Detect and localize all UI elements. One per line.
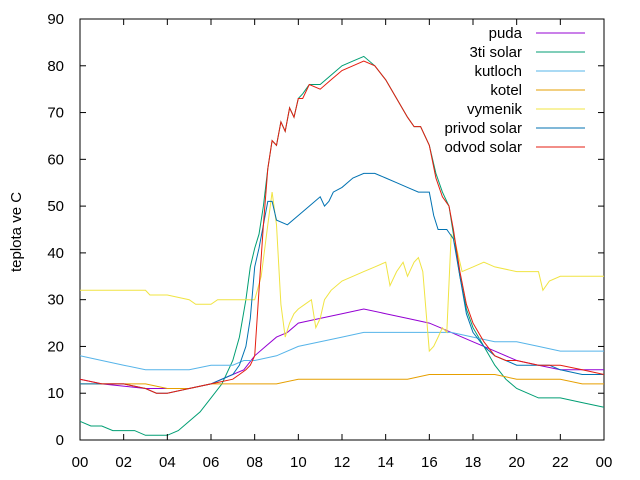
x-tick-label: 22 — [552, 454, 569, 471]
x-tick-label: 00 — [596, 454, 613, 471]
y-tick-label: 20 — [47, 338, 64, 355]
series-line-kutloch — [79, 331, 604, 371]
y-tick-label: 0 — [56, 432, 64, 449]
y-tick-label: 60 — [47, 151, 64, 168]
legend-label: privod solar — [444, 120, 522, 137]
legend-label: kotel — [490, 82, 522, 99]
series-line-vymenik — [80, 192, 604, 353]
series-line-puda — [79, 308, 604, 389]
y-tick-label: 30 — [47, 292, 64, 309]
x-tick-label: 14 — [377, 454, 394, 471]
legend-label: puda — [489, 25, 523, 42]
x-tick-label: 06 — [203, 454, 220, 471]
plot-frame-group — [79, 18, 605, 441]
x-tick-label: 20 — [508, 454, 525, 471]
series-line-3ti-solar — [79, 55, 605, 436]
series-line-kotel — [80, 374, 604, 389]
y-tick-label: 40 — [47, 245, 64, 262]
x-tick-label: 18 — [465, 454, 482, 471]
x-tick-label: 02 — [115, 454, 132, 471]
x-tick-label: 00 — [72, 454, 89, 471]
x-tick-label: 12 — [334, 454, 351, 471]
y-tick-label: 70 — [47, 105, 64, 122]
series-group — [79, 55, 605, 436]
x-tick-label: 08 — [246, 454, 263, 471]
y-tick-label: 80 — [47, 58, 64, 75]
legend-label: odvod solar — [444, 139, 522, 156]
x-axis-ticks: 00 02 04 06 08 10 12 14 16 18 20 22 00 — [72, 19, 613, 471]
legend-label: vymenik — [467, 101, 523, 118]
y-tick-label: 50 — [47, 198, 64, 215]
legend-label: 3ti solar — [469, 44, 522, 61]
y-axis-ticks: 0 10 20 30 40 50 60 70 80 90 — [47, 11, 604, 449]
plot-frame — [79, 18, 605, 441]
series-line-odvod-solar — [79, 60, 605, 394]
legend: puda 3ti solar kutloch kotel vymenik privod s… — [444, 25, 585, 156]
x-tick-label: 10 — [290, 454, 307, 471]
x-tick-label: 16 — [421, 454, 438, 471]
y-tick-label: 90 — [47, 11, 64, 28]
y-tick-label: 10 — [47, 385, 64, 402]
y-axis-title: teplota ve C — [8, 192, 25, 272]
x-tick-label: 04 — [159, 454, 176, 471]
series-line-privod-solar — [80, 172, 604, 394]
legend-label: kutloch — [474, 63, 522, 80]
